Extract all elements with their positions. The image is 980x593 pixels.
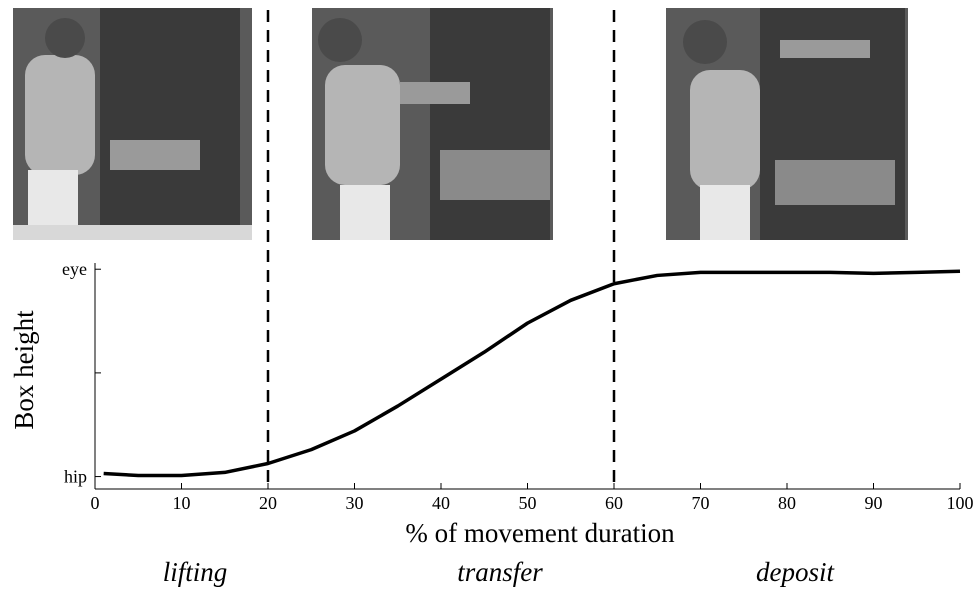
x-tick-label: 50 (519, 493, 537, 513)
y-axis-label: Box height (9, 310, 39, 430)
photo (13, 8, 252, 240)
x-tick-label: 30 (346, 493, 364, 513)
phase-label: lifting (163, 557, 228, 587)
phase-label: transfer (457, 557, 543, 587)
x-tick-label: 20 (259, 493, 277, 513)
photo (312, 8, 553, 240)
page: % of movement duration Box height 0 10 20 3… (0, 0, 980, 593)
y-tick-label: hip (64, 467, 87, 487)
x-tick-label: 60 (605, 493, 623, 513)
x-tick-label: 100 (947, 493, 974, 513)
x-tick-label: 40 (432, 493, 450, 513)
x-tick-label: 70 (692, 493, 710, 513)
x-tick-label: 10 (173, 493, 191, 513)
x-tick-label: 90 (865, 493, 883, 513)
photo (666, 8, 908, 240)
data-line (104, 271, 960, 475)
phase-label: deposit (756, 557, 835, 587)
x-axis-label: % of movement duration (405, 518, 675, 548)
y-tick-label: eye (62, 259, 87, 279)
chart: % of movement duration Box height 0 10 20 3… (0, 0, 980, 593)
x-tick-label: 0 (91, 493, 100, 513)
x-tick-label: 80 (778, 493, 796, 513)
